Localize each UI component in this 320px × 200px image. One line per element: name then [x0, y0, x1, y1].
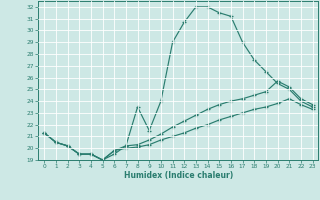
X-axis label: Humidex (Indice chaleur): Humidex (Indice chaleur) — [124, 171, 233, 180]
